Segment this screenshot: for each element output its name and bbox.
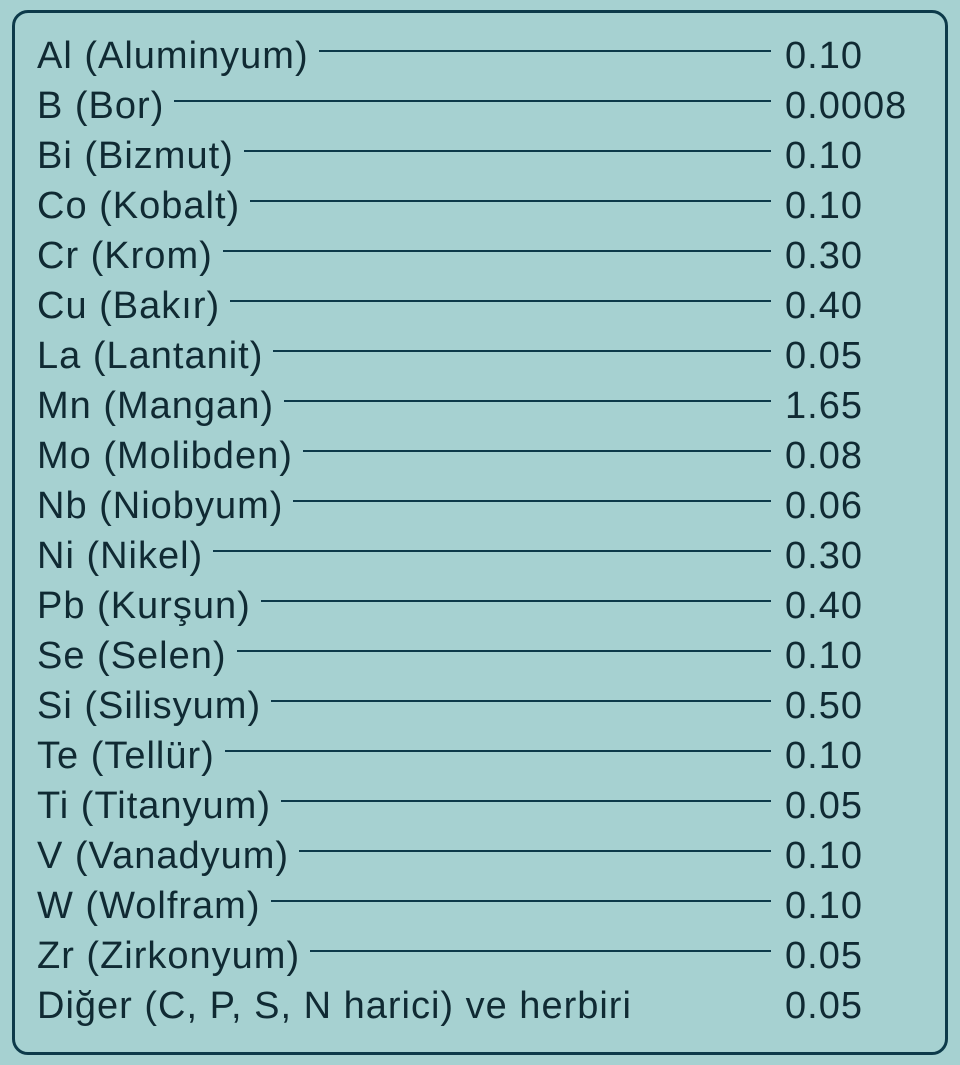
composition-row: Cu (Bakır) 0.40	[37, 281, 935, 331]
element-value: 0.10	[779, 731, 935, 781]
element-value: 0.05	[779, 931, 935, 981]
element-value: 0.10	[779, 631, 935, 681]
element-value: 0.10	[779, 831, 935, 881]
element-value: 0.50	[779, 681, 935, 731]
element-label: Ti (Titanyum)	[37, 781, 277, 831]
composition-row: Te (Tellür) 0.10	[37, 731, 935, 781]
composition-row: La (Lantanit) 0.05	[37, 331, 935, 381]
leader-line	[273, 350, 771, 352]
leader-line	[271, 700, 771, 702]
leader-line	[303, 450, 771, 452]
leader-line	[213, 550, 771, 552]
element-label: V (Vanadyum)	[37, 831, 295, 881]
composition-row: W (Wolfram) 0.10	[37, 881, 935, 931]
element-value: 0.10	[779, 31, 935, 81]
element-value: 0.30	[779, 531, 935, 581]
element-value: 0.40	[779, 281, 935, 331]
element-value: 0.30	[779, 231, 935, 281]
element-value: 0.10	[779, 881, 935, 931]
leader-line	[244, 150, 771, 152]
element-value: 0.08	[779, 431, 935, 481]
leader-line	[284, 400, 771, 402]
leader-line	[237, 650, 771, 652]
composition-row: Ti (Titanyum) 0.05	[37, 781, 935, 831]
element-label: Pb (Kurşun)	[37, 581, 257, 631]
composition-row: B (Bor) 0.0008	[37, 81, 935, 131]
leader-line	[225, 750, 771, 752]
element-value: 0.05	[779, 331, 935, 381]
element-value: 0.05	[779, 781, 935, 831]
element-label: Mo (Molibden)	[37, 431, 299, 481]
composition-row: Zr (Zirkonyum) 0.05	[37, 931, 935, 981]
element-value: 0.0008	[779, 81, 935, 131]
composition-row: Pb (Kurşun) 0.40	[37, 581, 935, 631]
element-label: Cr (Krom)	[37, 231, 219, 281]
composition-row: Mn (Mangan) 1.65	[37, 381, 935, 431]
composition-row: Se (Selen) 0.10	[37, 631, 935, 681]
composition-row: Nb (Niobyum) 0.06	[37, 481, 935, 531]
composition-row: Mo (Molibden) 0.08	[37, 431, 935, 481]
element-label: Mn (Mangan)	[37, 381, 280, 431]
leader-line	[223, 250, 771, 252]
leader-line	[293, 500, 771, 502]
composition-row: V (Vanadyum) 0.10	[37, 831, 935, 881]
leader-line	[261, 600, 771, 602]
leader-line	[271, 900, 772, 902]
leader-line	[310, 950, 771, 952]
element-value: 1.65	[779, 381, 935, 431]
element-value: 0.10	[779, 181, 935, 231]
element-label: Te (Tellür)	[37, 731, 221, 781]
composition-row: Si (Silisyum) 0.50	[37, 681, 935, 731]
element-label: B (Bor)	[37, 81, 170, 131]
element-label: Bi (Bizmut)	[37, 131, 240, 181]
composition-row: Bi (Bizmut) 0.10	[37, 131, 935, 181]
element-value: 0.05	[779, 981, 935, 1031]
element-label: W (Wolfram)	[37, 881, 267, 931]
composition-row: Al (Aluminyum) 0.10	[37, 31, 935, 81]
composition-row: Co (Kobalt) 0.10	[37, 181, 935, 231]
leader-line	[174, 100, 771, 102]
composition-panel: Al (Aluminyum)0.10B (Bor)0.0008Bi (Bizmu…	[12, 10, 948, 1055]
element-value: 0.10	[779, 131, 935, 181]
composition-row-other: Diğer (C, P, S, N harici) ve herbiri 0.0…	[37, 981, 935, 1031]
element-label: Al (Aluminyum)	[37, 31, 315, 81]
element-label: Si (Silisyum)	[37, 681, 267, 731]
leader-line	[319, 50, 771, 52]
element-label: La (Lantanit)	[37, 331, 269, 381]
composition-row: Ni (Nikel) 0.30	[37, 531, 935, 581]
element-value: 0.40	[779, 581, 935, 631]
element-label: Se (Selen)	[37, 631, 233, 681]
element-label: Ni (Nikel)	[37, 531, 209, 581]
element-label: Co (Kobalt)	[37, 181, 246, 231]
leader-line	[230, 300, 771, 302]
element-label: Cu (Bakır)	[37, 281, 226, 331]
leader-line	[299, 850, 771, 852]
leader-line	[281, 800, 771, 802]
element-label: Diğer (C, P, S, N harici) ve herbiri	[37, 981, 779, 1031]
element-label: Nb (Niobyum)	[37, 481, 289, 531]
element-label: Zr (Zirkonyum)	[37, 931, 306, 981]
element-value: 0.06	[779, 481, 935, 531]
leader-line	[250, 200, 771, 202]
composition-row: Cr (Krom) 0.30	[37, 231, 935, 281]
composition-rows: Al (Aluminyum)0.10B (Bor)0.0008Bi (Bizmu…	[37, 31, 935, 981]
